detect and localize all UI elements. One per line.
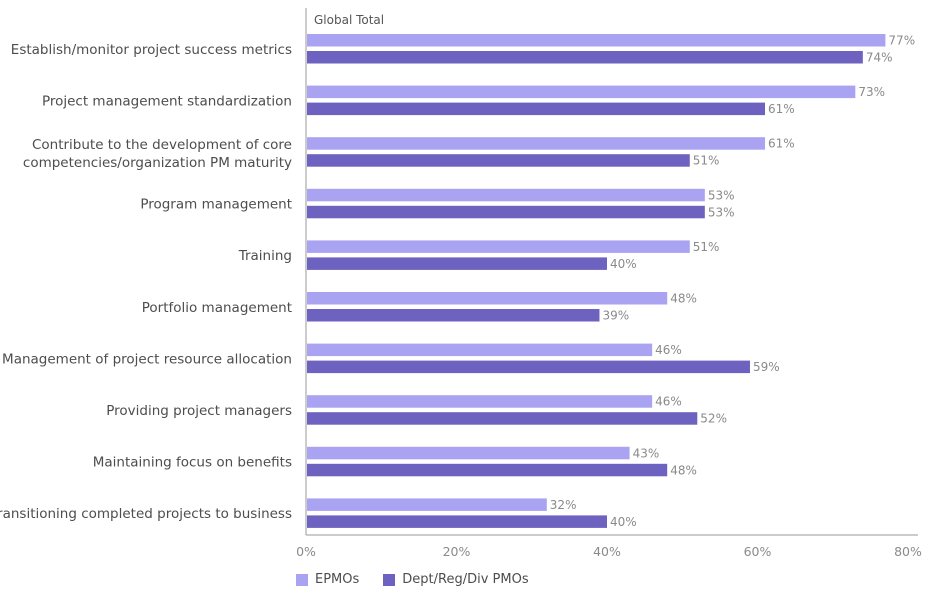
bar-epmos <box>307 240 690 253</box>
data-label: 74% <box>866 51 893 65</box>
legend-swatch-epmos <box>296 573 308 586</box>
x-tick-labels: 0% 20% 40% 60% 80% <box>296 544 922 559</box>
category-label: Maintaining focus on benefits <box>93 455 292 471</box>
x-tick-label: 60% <box>744 544 772 559</box>
bar-dept-pmos <box>307 205 705 219</box>
bar-epmos <box>307 188 705 202</box>
bar-dept-pmos <box>307 463 668 477</box>
bar-epmos <box>307 498 547 511</box>
data-label: 48% <box>670 463 697 477</box>
bar-epmos <box>307 137 766 150</box>
category-labels: Establish/monitor project success metric… <box>0 42 292 522</box>
bar-epmos <box>307 85 856 99</box>
category-label: Portfolio management <box>142 300 292 316</box>
bar-dept-pmos <box>307 515 607 528</box>
data-label: 32% <box>550 498 577 512</box>
data-label: 61% <box>768 137 795 151</box>
legend: EPMOs Dept/Reg/Div PMOs <box>296 572 529 587</box>
axes <box>305 8 918 536</box>
x-tick-label: 40% <box>593 544 621 559</box>
legend-swatch-dept-pmos <box>383 573 396 586</box>
data-label: 73% <box>858 85 885 99</box>
category-label: Management of project resource allocatio… <box>2 351 292 367</box>
bar-dept-pmos <box>307 51 863 64</box>
legend-label-epmos: EPMOs <box>315 572 360 587</box>
category-label: Contribute to the development of core com… <box>23 137 292 171</box>
category-label: Program management <box>140 197 292 213</box>
category-label: Training <box>238 248 292 264</box>
data-label: 77% <box>888 34 915 48</box>
bar-epmos <box>307 343 653 357</box>
data-label: 53% <box>708 188 735 202</box>
data-label: 40% <box>610 257 637 271</box>
category-label: Project management standardization <box>42 93 292 109</box>
data-label: 46% <box>655 395 682 409</box>
category-label: Establish/monitor project success metric… <box>11 42 292 58</box>
bar-epmos <box>307 34 886 47</box>
data-label: 48% <box>670 292 697 306</box>
data-label: 59% <box>753 360 780 374</box>
category-label: Providing project managers <box>106 403 292 419</box>
legend-item-dept-pmos: Dept/Reg/Div PMOs <box>383 572 529 587</box>
bar-epmos <box>307 446 630 460</box>
bar-dept-pmos <box>307 257 607 270</box>
x-tick-label: 0% <box>296 544 316 559</box>
bar-dept-pmos <box>307 102 766 116</box>
x-tick-label: 20% <box>443 544 471 559</box>
bar-epmos <box>307 292 668 305</box>
x-tick-label: 80% <box>894 544 922 559</box>
bar-epmos <box>307 395 653 408</box>
data-label: 51% <box>693 154 720 168</box>
bar-dept-pmos <box>307 412 698 425</box>
legend-label-dept-pmos: Dept/Reg/Div PMOs <box>402 572 529 587</box>
data-label: 46% <box>655 343 682 357</box>
data-label: 61% <box>768 102 795 116</box>
chart-subtitle: Global Total <box>314 13 384 27</box>
data-label: 53% <box>708 205 735 219</box>
category-label: Transitioning completed projects to busi… <box>0 506 292 522</box>
legend-item-epmos: EPMOs <box>296 572 359 587</box>
bars: 77% 73% 61% 53% 51% 48% 46% 46% 43% 32% 74% 61% 51% 5… <box>307 34 915 529</box>
data-label: 39% <box>602 309 629 323</box>
data-label: 52% <box>700 412 727 426</box>
data-label: 51% <box>693 240 720 254</box>
bar-dept-pmos <box>307 360 750 374</box>
data-label: 43% <box>633 446 660 460</box>
data-label: 40% <box>610 515 637 529</box>
bar-dept-pmos <box>307 154 690 167</box>
bar-dept-pmos <box>307 309 600 322</box>
